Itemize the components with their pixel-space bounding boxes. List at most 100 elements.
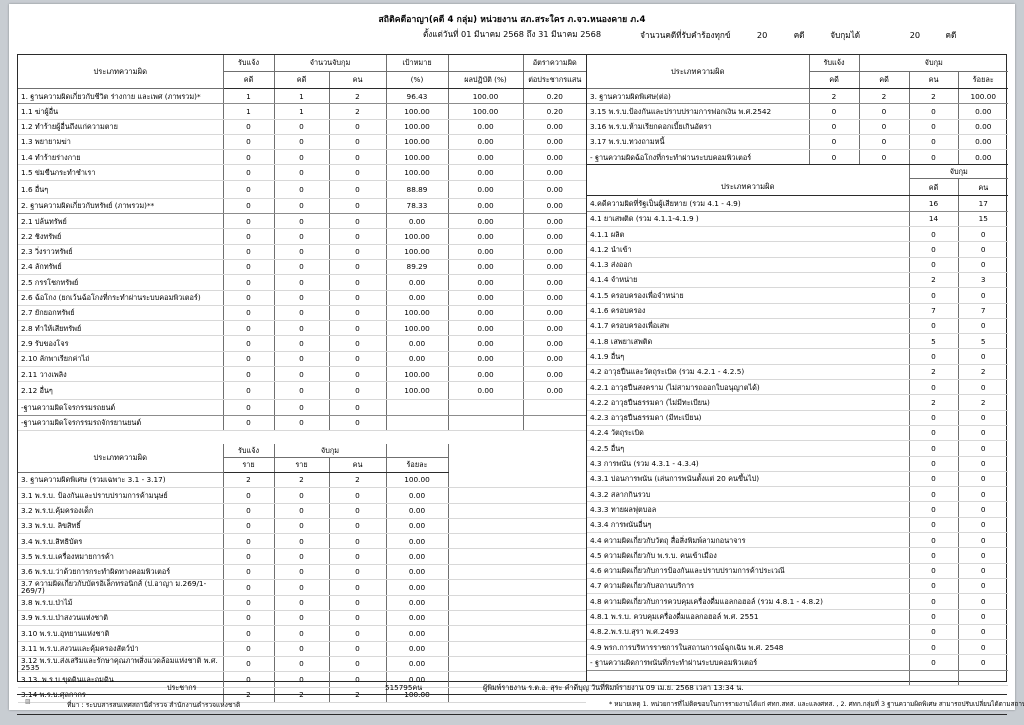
value-arrest-ray: 0 [273,487,330,504]
row-pad [447,472,587,489]
offense-label: 2.4 ลักทรัพย์ [18,259,224,276]
received-cases-unit: คดี [793,30,805,40]
value-arrest-case: 16 [908,195,959,212]
value-arrest-case: 0 [908,639,959,656]
arrested-cases-label: จับกุมได้ [830,30,861,40]
offense-label: 4.คดีความผิดที่รัฐเป็นผู้เสียหาย (รวม 4.… [587,195,910,212]
value-arrest-pct: 100.00 [385,472,449,489]
value-arrest-person: 2 [957,394,1009,411]
value-received-case: 0 [222,290,275,306]
table-row: ประเภทความผิด รับแจ้ง จำนวนจับกุม เป้าหมาย อ… [18,55,586,89]
value-performance-pct: 0.00 [447,274,524,291]
value-arrest-person [957,670,1009,686]
offense-label: 1.2 ทำร้ายผู้อื่นถึงแก่ความตาย [18,119,224,135]
value-arrest-case: 0 [273,198,330,215]
value-performance-pct: 0.00 [447,198,524,215]
offense-label: 4.3.1 บ่อนการพนัน (เล่นการพนันตั้งแต่ 20… [587,471,910,488]
table-row: 4.1.6 ครอบครอง 7 7 [587,303,1009,319]
value-arrest-person: 0 [328,564,387,581]
value-arrest-person: 0 [957,593,1009,610]
offense-label: 3.11 พ.ร.บ.สงวนและคุ้มครองสัตว์ป่า [18,641,224,657]
value-arrest-person: 2 [908,88,959,105]
footer-divider [17,714,1007,715]
source-text: ที่มา : ระบบสารสนเทศสถานีตำรวจ สำนักงานต… [67,701,241,709]
value-arrest-person: 0 [957,501,1009,518]
table-row: 2.9 รับของโจร 0 0 0 0.00 0.00 0.00 [18,335,586,352]
column-header-arrest-r2: จับกุม [908,165,1009,179]
value-arrest-person: 2 [328,88,387,105]
offense-label: 4.8.1 พ.ร.บ. ควบคุมเครื่องดื่มแอลกอฮอล์ … [587,609,910,625]
column-header-per-100k: ต่อประชากรแสน [522,71,586,89]
offense-label: 3.2 พ.ร.บ.คุ้มครองเด็ก [18,503,224,519]
value-received-ray: 0 [222,610,275,627]
offense-label: 4.1.2 นำเข้า [587,241,910,258]
offense-label: 4.1 ยาเสพติด (รวม 4.1.1-4.1.9 ) [587,211,910,228]
value-target-pct: 0.00 [385,290,449,306]
right-column: ประเภทความผิด รับแจ้ง จับกุม คดี คดี คน ร้อยละ… [586,55,1009,686]
offense-label: 4.5 ความผิดเกี่ยวกับ พ.ร.บ. คนเข้าเมือง [587,547,910,564]
row-pad [447,487,587,504]
table-row: 4.2.5 อื่นๆ 0 0 [587,440,1009,457]
table-row: 2.3 วิ่งราวทรัพย์ 0 0 0 100.00 0.00 0.00 [18,244,586,260]
value-arrest-case: 0 [908,547,959,564]
offense-label: 3. ฐานความผิดพิเศษ (รวมเฉพาะ 3.1 - 3.17) [18,472,224,489]
value-arrest-person: 2 [328,103,387,120]
offense-label: 4.1.7 ครอบครองเพื่อเสพ [587,318,910,335]
value-received-ray: 0 [222,656,275,673]
value-arrest-person: 0 [957,287,1009,304]
value-arrest-person: 0 [957,624,1009,641]
value-arrest-pct: 0.00 [957,103,1008,120]
value-arrest-ray: 0 [273,625,330,642]
value-per-100k: 0.20 [522,103,586,120]
table-row: 4.6 ความผิดเกี่ยวกับการป้องกันและปราบปรา… [587,563,1009,579]
value-arrest-case: 0 [908,609,959,625]
value-arrest-person: 0 [328,518,387,535]
value-per-100k: 0.00 [522,335,586,352]
row-pad [447,564,587,581]
offense-label: 2.3 วิ่งราวทรัพย์ [18,244,224,260]
offense-label: 4.2 อาวุธปืนและวัตถุระเบิด (รวม 4.2.1 - … [587,364,910,381]
table-row: 3. ฐานความผิดพิเศษ(ต่อ) 2 2 2 100.00 [587,88,1008,105]
value-arrest-case: 0 [908,241,959,258]
table-row: 4.4 ความผิดเกี่ยวกับวัตถุ สื่อสิ่งพิมพ์ล… [587,532,1009,549]
value-per-100k: 0.00 [522,381,586,401]
value-arrest-ray: 0 [273,595,330,611]
value-arrest-person: 15 [957,211,1009,228]
table-row: ประเภทความผิด คดี คน [587,178,1009,197]
value-arrest-person: 0 [328,180,387,199]
table-row: 3.10 พ.ร.บ.อุทยานแห่งชาติ 0 0 0 0.00 [18,625,587,642]
column-header-received: รับแจ้ง [222,55,275,72]
table-row: 1. ฐานความผิดเกี่ยวกับชีวิต ร่างกาย และเ… [18,88,586,105]
table-row: 4.1.9 อื่นๆ 0 0 [587,348,1009,365]
table-row: 2.5 กรรโชกทรัพย์ 0 0 0 0.00 0.00 0.00 [18,274,586,291]
value-target-pct: 0.00 [385,335,449,352]
value-performance-pct: 0.00 [447,134,524,151]
value-arrest-case: 0 [273,134,330,151]
received-cases-value: 20 [756,30,768,40]
value-arrest-person: 0 [328,656,387,673]
value-arrest-ray: 0 [273,548,330,565]
offense-label: 4.1.9 อื่นๆ [587,348,910,365]
value-arrest-person: 0 [328,595,387,611]
value-arrest-case: 2 [858,88,910,105]
value-arrest-case: 0 [273,305,330,322]
table-row: 1.4 ทำร้ายร่างกาย 0 0 0 100.00 0.00 0.00 [18,149,586,166]
value-arrest-case: 0 [908,440,959,457]
value-per-100k: 0.00 [522,305,586,322]
offense-label: - ฐานความผิดฉ้อโกงที่กระทำผ่านระบบคอมพิว… [587,149,810,166]
column-header-offense-type-r1: ประเภทความผิด [587,55,810,89]
table-row: 1.2 ทำร้ายผู้อื่นถึงแก่ความตาย 0 0 0 100.00 0… [18,119,586,135]
value-arrest-case: 0 [908,348,959,365]
value-arrest-pct: 0.00 [957,119,1008,135]
offense-label: 1.3 พยายามฆ่า [18,134,224,151]
value-received-case: 1 [222,103,275,120]
offense-label: 4.9 พรก.การบริหารราชการในสถานการณ์ฉุกเฉิ… [587,639,910,656]
value-arrest-person: 0 [908,134,959,151]
table-row: 2.6 ฉ้อโกง (ยกเว้นฉ้อโกงที่กระทำผ่านระบบ… [18,290,586,306]
value-target-pct [385,415,449,431]
value-arrest-person: 0 [328,399,387,416]
column-header-offense-type-r2: ประเภทความผิด [587,178,910,197]
column-header-case-r2: คดี [908,178,959,197]
value-performance-pct: 0.00 [447,335,524,352]
offense-label: 4.1.1 ผลิต [587,226,910,243]
